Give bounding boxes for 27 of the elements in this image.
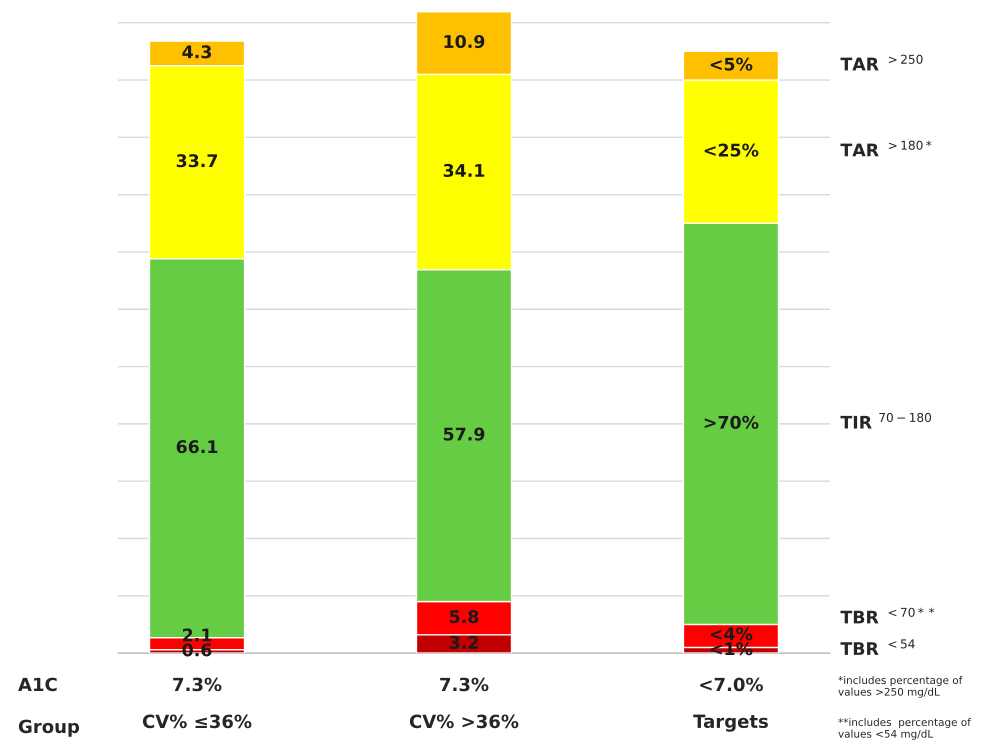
- x-axis-title: Group: [18, 720, 80, 737]
- data-label: 33.7: [176, 154, 218, 168]
- text: TIR $^{70−180}$: [840, 412, 932, 429]
- data-label: <5%: [710, 58, 752, 71]
- text: TBR $^{<54}$: [840, 639, 915, 655]
- x-tick-label: Targets: [693, 714, 768, 732]
- text: <7.0%: [700, 678, 763, 692]
- x-tick-label: CV% ≤36%: [142, 714, 252, 728]
- data-label: <25%: [704, 144, 758, 157]
- text: 7.3%: [173, 678, 222, 692]
- text: 7.3%: [440, 678, 488, 692]
- data-label: 66.1: [176, 440, 218, 454]
- text: A1C: [18, 678, 57, 692]
- data-label: 10.9: [444, 34, 484, 48]
- data-label: <4%: [710, 627, 752, 640]
- text: TAR $^{>250}$: [840, 54, 923, 70]
- data-label: 5.8: [450, 610, 478, 624]
- data-label: 57.9: [444, 428, 484, 441]
- data-label: >70%: [704, 416, 758, 429]
- text: TAR $^{>180*}$: [840, 140, 932, 156]
- data-label: 34.1: [444, 164, 484, 178]
- data-label: 3.2: [450, 636, 478, 649]
- text: **includes percentage of values <54 mg/dL: [838, 718, 972, 740]
- text: TBR $^{<70**}$: [840, 608, 934, 624]
- data-label: 4.3: [182, 45, 212, 58]
- x-tick-label: CV% >36%: [410, 714, 518, 728]
- text: *includes percentage of values >250 mg/dL: [838, 676, 963, 698]
